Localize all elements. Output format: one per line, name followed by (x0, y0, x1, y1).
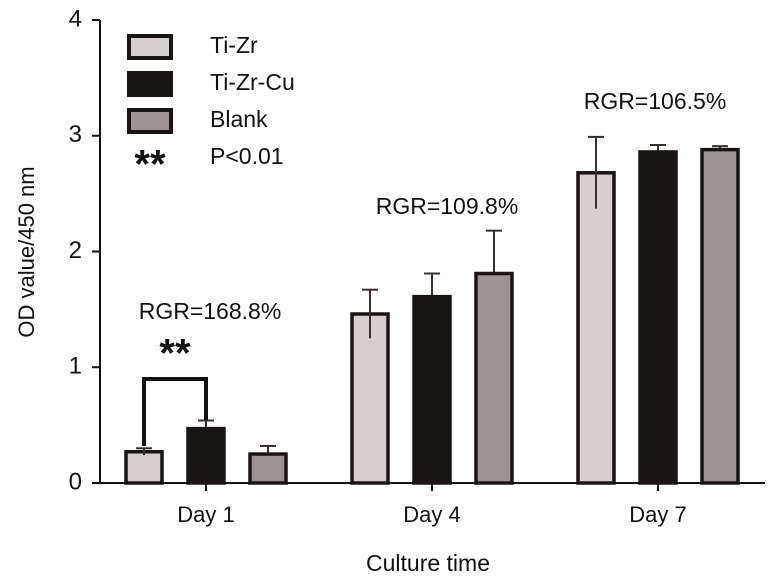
legend-label: Blank (210, 106, 268, 132)
x-tick-label: Day 4 (403, 502, 460, 527)
bar (248, 452, 288, 485)
annotation: RGR=109.8% (376, 193, 519, 219)
y-tick-label: 3 (69, 121, 82, 148)
y-tick-label: 0 (69, 468, 82, 495)
significance-marker: ** (159, 332, 191, 376)
bar (700, 147, 740, 485)
bar (576, 171, 616, 485)
legend-swatch (127, 71, 173, 97)
y-tick-label: 2 (69, 237, 82, 264)
bar (350, 312, 390, 485)
bar (124, 449, 164, 485)
bar (186, 426, 226, 485)
x-axis-title: Culture time (366, 550, 490, 576)
y-tick-label: 4 (69, 5, 82, 32)
annotation: RGR=168.8% (139, 298, 282, 324)
x-tick-label: Day 1 (177, 502, 234, 527)
legend-marker: ** (134, 143, 166, 187)
bar (412, 294, 452, 485)
legend-swatch (127, 34, 173, 60)
legend-swatch (127, 108, 173, 134)
legend-label: Ti-Zr-Cu (210, 69, 295, 95)
bar (638, 150, 678, 485)
bar (474, 271, 514, 485)
annotation: RGR=106.5% (584, 88, 727, 114)
y-tick-label: 1 (69, 353, 82, 380)
x-tick-label: Day 7 (629, 502, 686, 527)
legend-label: Ti-Zr (210, 32, 258, 58)
y-axis-title: OD value/450 nm (14, 166, 39, 337)
legend-label: P<0.01 (210, 143, 284, 169)
significance-bracket (142, 377, 208, 446)
